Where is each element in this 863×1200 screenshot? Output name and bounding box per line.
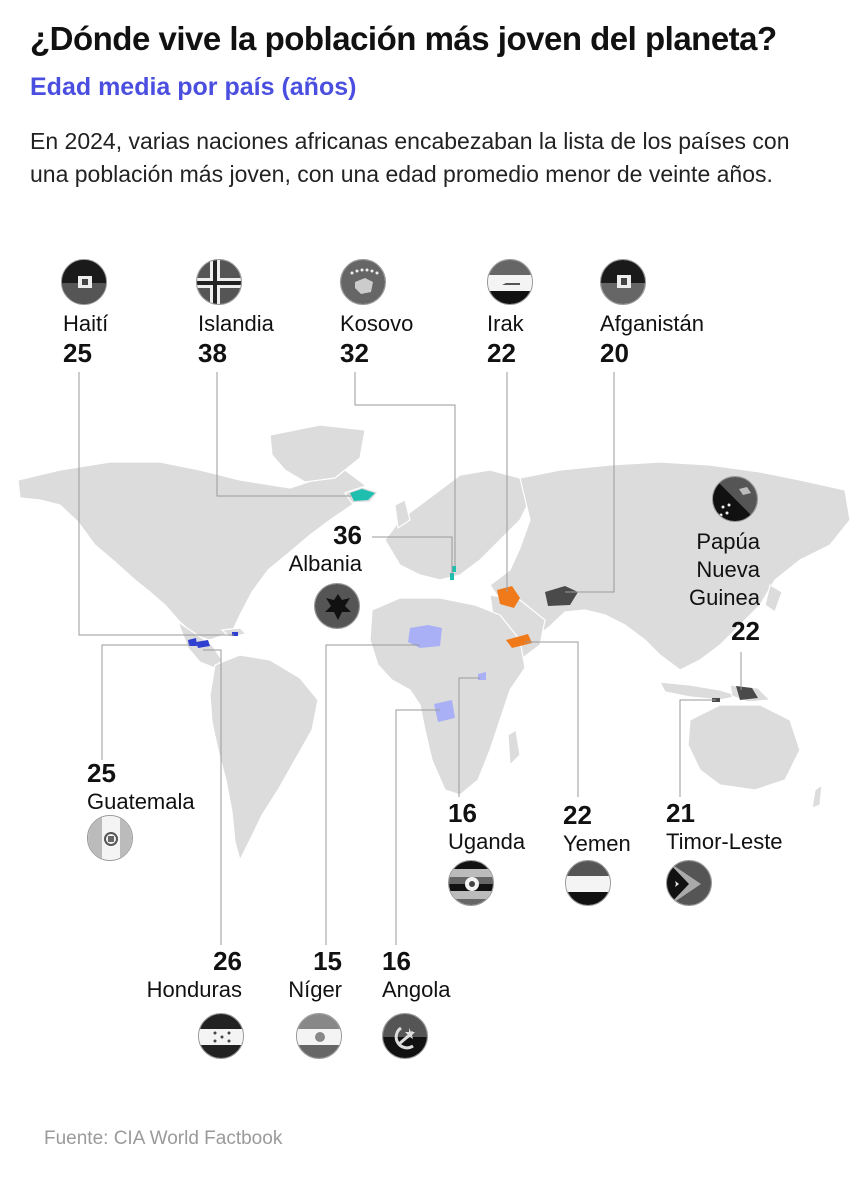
niger-leader-line	[325, 644, 420, 945]
leader-lines	[78, 372, 742, 945]
iceland-flag-icon	[196, 259, 242, 305]
timor-leader-line	[679, 699, 716, 797]
afganistan-leader-line	[565, 372, 615, 593]
country-name: Honduras	[146, 977, 242, 1002]
niger-highlight	[408, 625, 442, 648]
africa-landmass	[369, 597, 526, 796]
median-age-value: 25	[63, 338, 92, 368]
angola-highlight	[434, 700, 455, 722]
albania-highlight	[450, 573, 454, 580]
kosovo-highlight	[452, 566, 456, 572]
yemen-flag-icon	[565, 860, 611, 906]
haiti-label: Haití 25	[63, 310, 108, 368]
papua-new-guinea-flag-icon	[712, 476, 758, 522]
median-age-value: 16	[382, 946, 411, 976]
honduras-label: 26 Honduras	[110, 946, 242, 1004]
afganistan-label: Afganistán 20	[600, 310, 704, 368]
country-name: Afganistán	[600, 311, 704, 336]
angola-flag-icon	[382, 1013, 428, 1059]
country-name: Haití	[63, 311, 109, 336]
land-masses	[17, 424, 851, 862]
median-age-value: 36	[333, 520, 362, 550]
median-age-value: 22	[731, 616, 760, 646]
islandia-label: Islandia 38	[198, 310, 274, 368]
description-text: En 2024, varias naciones africanas encab…	[30, 128, 790, 187]
niger-label: 15 Níger	[250, 946, 342, 1004]
greenland-landmass	[269, 424, 366, 483]
uk-landmass	[394, 499, 411, 530]
median-age-value: 22	[487, 338, 516, 368]
angola-label: 16 Angola	[382, 946, 451, 1004]
guatemala-leader-line	[101, 644, 190, 760]
albania-label: 36 Albania	[260, 520, 362, 578]
country-name: Irak	[487, 311, 524, 336]
guatemala-highlight	[188, 638, 197, 646]
afghanistan-flag-icon	[600, 259, 646, 305]
iceland-highlight	[350, 489, 375, 501]
median-age-value: 25	[87, 758, 116, 788]
honduras-leader-line	[203, 649, 222, 945]
haiti-leader-line	[78, 372, 234, 636]
south-america-landmass	[209, 654, 319, 862]
country-name: Yemen	[563, 831, 631, 856]
albania-leader-line	[372, 536, 453, 574]
niger-flag-icon	[296, 1013, 342, 1059]
page-title: ¿Dónde vive la población más joven del p…	[30, 20, 777, 57]
timor-leste-flag-icon	[666, 860, 712, 906]
yemen-leader-line	[525, 641, 579, 797]
kosovo-flag-icon	[340, 259, 386, 305]
page-subtitle: Edad media por país (años)	[30, 73, 357, 101]
source-note: Fuente: CIA World Factbook	[44, 1128, 283, 1149]
country-name-line-1: Papúa	[696, 529, 760, 554]
timor-label: 21 Timor-Leste	[666, 798, 783, 856]
angola-leader-line	[395, 709, 440, 945]
png-label: Papúa Nueva Guinea 22	[650, 528, 760, 646]
yemen-label: 22 Yemen	[563, 800, 631, 858]
median-age-value: 21	[666, 798, 695, 828]
albania-flag-icon	[314, 583, 360, 629]
north-america-landmass	[17, 461, 366, 641]
haiti-flag-icon	[61, 259, 107, 305]
indonesia-landmass	[658, 681, 741, 701]
yemen-highlight	[506, 634, 532, 648]
islandia-leader-line	[216, 372, 352, 497]
country-name: Albania	[288, 551, 362, 576]
madagascar-landmass	[507, 729, 521, 767]
iraq-flag-icon	[487, 259, 533, 305]
median-age-value: 38	[198, 338, 227, 368]
country-name: Islandia	[198, 311, 274, 336]
irak-label: Irak 22	[487, 310, 524, 368]
uganda-label: 16 Uganda	[448, 798, 525, 856]
median-age-value: 20	[600, 338, 629, 368]
median-age-value: 26	[213, 946, 242, 976]
median-age-value: 16	[448, 798, 477, 828]
afghanistan-highlight	[545, 586, 578, 606]
median-age-value: 15	[313, 946, 342, 976]
uganda-leader-line	[458, 677, 480, 797]
europe-landmass	[384, 469, 531, 581]
iraq-highlight	[497, 586, 520, 608]
country-name: Guatemala	[87, 789, 195, 814]
country-name: Kosovo	[340, 311, 414, 336]
honduras-flag-icon	[198, 1013, 244, 1059]
australia-landmass	[687, 704, 801, 791]
country-name: Timor-Leste	[666, 829, 783, 854]
new-zealand-landmass	[811, 783, 823, 809]
honduras-highlight	[196, 640, 210, 648]
median-age-value: 32	[340, 338, 369, 368]
country-name-line-3: Guinea	[689, 585, 760, 610]
country-name: Uganda	[448, 829, 526, 854]
uganda-flag-icon	[448, 860, 494, 906]
country-name-line-2: Nueva	[696, 557, 760, 582]
guatemala-label: 25 Guatemala	[87, 758, 195, 816]
guatemala-flag-icon	[87, 815, 133, 861]
kosovo-label: Kosovo 32	[340, 310, 413, 368]
japan-landmass	[764, 584, 783, 613]
country-name: Angola	[382, 977, 451, 1002]
kosovo-leader-line	[354, 372, 456, 566]
median-age-value: 22	[563, 800, 592, 830]
country-name: Níger	[288, 977, 342, 1002]
